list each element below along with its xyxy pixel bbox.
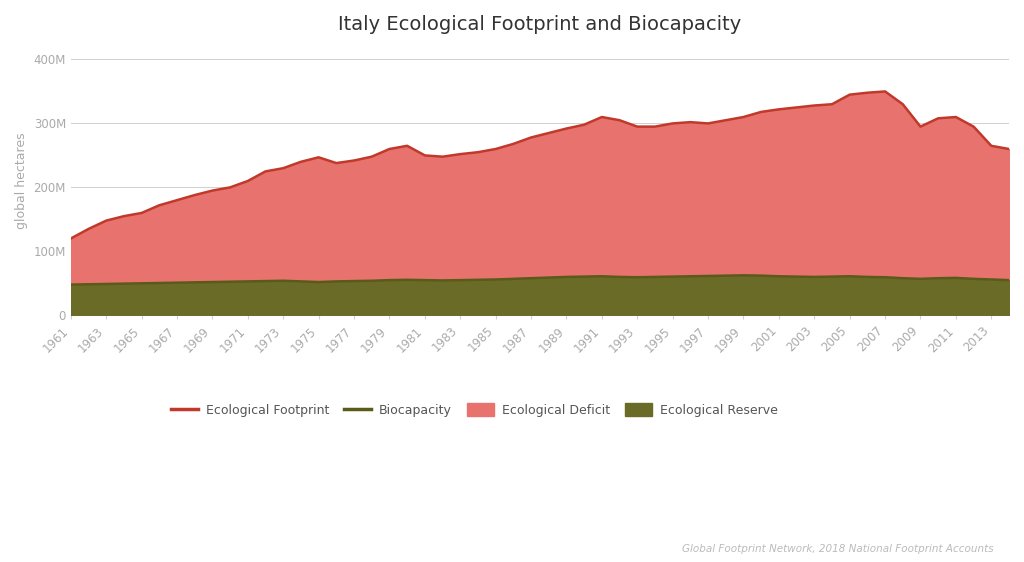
Title: Italy Ecological Footprint and Biocapacity: Italy Ecological Footprint and Biocapaci… <box>338 15 741 34</box>
Y-axis label: global hectares: global hectares <box>15 133 28 229</box>
Legend: Ecological Footprint, Biocapacity, Ecological Deficit, Ecological Reserve: Ecological Footprint, Biocapacity, Ecolo… <box>166 398 782 422</box>
Text: Global Footprint Network, 2018 National Footprint Accounts: Global Footprint Network, 2018 National … <box>682 543 993 554</box>
